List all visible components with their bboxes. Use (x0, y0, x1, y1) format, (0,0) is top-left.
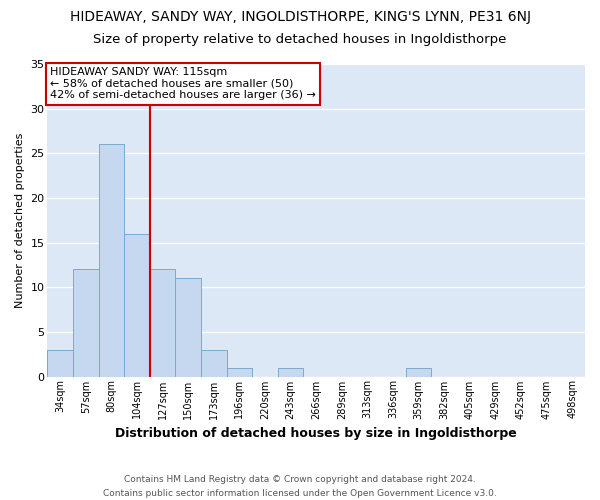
X-axis label: Distribution of detached houses by size in Ingoldisthorpe: Distribution of detached houses by size … (115, 427, 517, 440)
Text: Contains HM Land Registry data © Crown copyright and database right 2024.
Contai: Contains HM Land Registry data © Crown c… (103, 476, 497, 498)
Text: HIDEAWAY SANDY WAY: 115sqm
← 58% of detached houses are smaller (50)
42% of semi: HIDEAWAY SANDY WAY: 115sqm ← 58% of deta… (50, 67, 316, 100)
Bar (278, 368, 304, 376)
Text: HIDEAWAY, SANDY WAY, INGOLDISTHORPE, KING'S LYNN, PE31 6NJ: HIDEAWAY, SANDY WAY, INGOLDISTHORPE, KIN… (70, 10, 530, 24)
Bar (98, 144, 124, 376)
Bar (227, 368, 252, 376)
Bar (201, 350, 227, 376)
Bar (73, 270, 98, 376)
Bar (150, 270, 175, 376)
Text: Size of property relative to detached houses in Ingoldisthorpe: Size of property relative to detached ho… (94, 32, 506, 46)
Bar (406, 368, 431, 376)
Y-axis label: Number of detached properties: Number of detached properties (15, 132, 25, 308)
Bar (175, 278, 201, 376)
Bar (124, 234, 150, 376)
Bar (47, 350, 73, 376)
